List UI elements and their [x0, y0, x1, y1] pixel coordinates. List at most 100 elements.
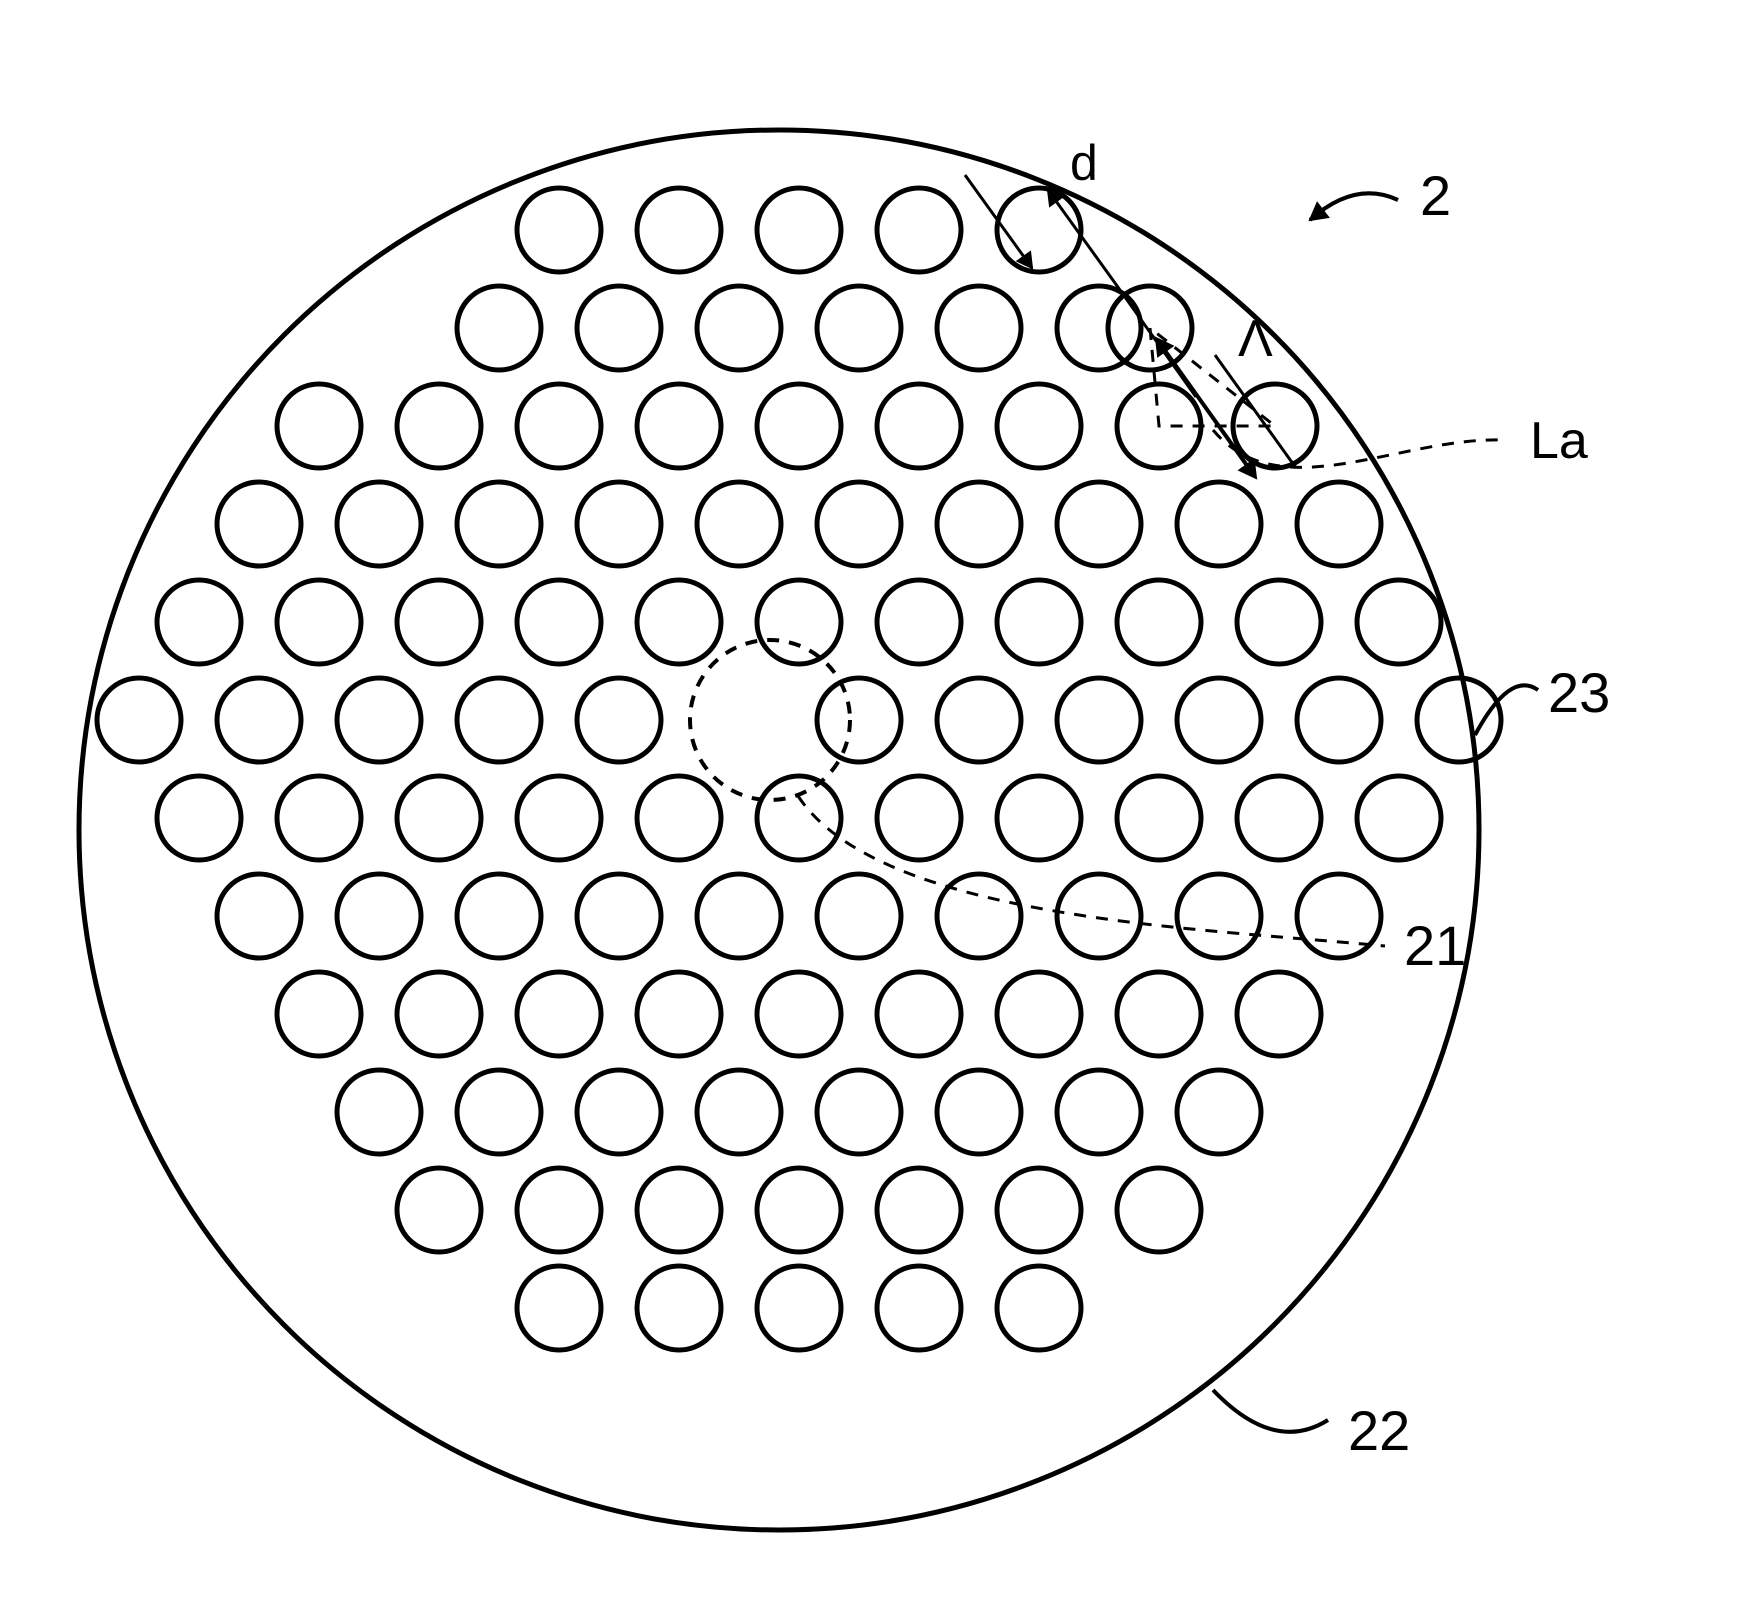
- air-hole: [637, 972, 721, 1056]
- air-hole: [937, 1070, 1021, 1154]
- air-hole: [577, 286, 661, 370]
- air-hole: [1177, 1070, 1261, 1154]
- air-hole: [997, 776, 1081, 860]
- callout-label: La: [1530, 412, 1588, 470]
- air-hole: [757, 188, 841, 272]
- air-hole: [637, 776, 721, 860]
- pcf-fiber-cross-section-diagram: d Λ 2 La 23 21 22: [0, 0, 1758, 1619]
- air-hole: [397, 776, 481, 860]
- air-hole: [997, 1266, 1081, 1350]
- air-hole: [1297, 482, 1381, 566]
- air-hole: [1057, 1070, 1141, 1154]
- air-hole: [337, 678, 421, 762]
- air-hole: [817, 286, 901, 370]
- air-hole: [817, 678, 901, 762]
- air-hole: [1177, 482, 1261, 566]
- air-hole: [457, 1070, 541, 1154]
- air-hole: [637, 1266, 721, 1350]
- air-hole: [397, 972, 481, 1056]
- air-hole: [997, 972, 1081, 1056]
- d-label: d: [1070, 135, 1098, 191]
- air-hole: [397, 580, 481, 664]
- air-hole: [877, 188, 961, 272]
- air-hole: [517, 384, 601, 468]
- air-hole: [817, 874, 901, 958]
- air-hole: [1177, 874, 1261, 958]
- air-hole: [697, 482, 781, 566]
- air-hole: [877, 776, 961, 860]
- air-hole: [757, 1168, 841, 1252]
- air-hole: [1237, 776, 1321, 860]
- air-hole: [457, 482, 541, 566]
- air-hole: [1057, 874, 1141, 958]
- callout-label: 21: [1404, 914, 1466, 977]
- air-hole: [937, 678, 1021, 762]
- air-hole: [817, 482, 901, 566]
- air-hole: [577, 874, 661, 958]
- air-hole: [517, 972, 601, 1056]
- air-hole: [1297, 678, 1381, 762]
- air-hole: [277, 972, 361, 1056]
- air-hole: [277, 776, 361, 860]
- air-hole: [157, 776, 241, 860]
- air-hole: [517, 1168, 601, 1252]
- callout-label: 2: [1420, 164, 1451, 227]
- air-hole: [457, 678, 541, 762]
- air-hole: [697, 286, 781, 370]
- air-hole: [757, 1266, 841, 1350]
- air-hole: [277, 384, 361, 468]
- air-hole: [637, 384, 721, 468]
- air-hole: [817, 1070, 901, 1154]
- lambda-tick: [1215, 355, 1296, 468]
- air-hole: [517, 580, 601, 664]
- air-hole: [997, 188, 1081, 272]
- air-hole: [997, 1168, 1081, 1252]
- air-hole: [997, 580, 1081, 664]
- air-hole: [1117, 1168, 1201, 1252]
- air-hole: [877, 580, 961, 664]
- air-hole: [577, 482, 661, 566]
- air-hole: [697, 874, 781, 958]
- air-hole: [877, 1168, 961, 1252]
- air-hole: [697, 1070, 781, 1154]
- air-hole: [397, 1168, 481, 1252]
- air-hole: [577, 678, 661, 762]
- leader-curve: [1475, 685, 1538, 735]
- air-hole: [757, 384, 841, 468]
- air-hole: [337, 1070, 421, 1154]
- air-hole: [1357, 776, 1441, 860]
- callout-label: 23: [1548, 661, 1610, 724]
- air-hole: [637, 188, 721, 272]
- air-hole: [757, 972, 841, 1056]
- air-hole: [937, 286, 1021, 370]
- air-hole: [1237, 580, 1321, 664]
- air-hole: [637, 1168, 721, 1252]
- air-hole: [97, 678, 181, 762]
- air-hole: [517, 188, 601, 272]
- air-hole: [757, 776, 841, 860]
- air-hole: [1417, 678, 1501, 762]
- air-hole: [577, 1070, 661, 1154]
- air-hole: [397, 384, 481, 468]
- air-hole: [337, 874, 421, 958]
- callout-label: 22: [1348, 1399, 1410, 1462]
- air-hole: [877, 384, 961, 468]
- air-hole: [877, 1266, 961, 1350]
- air-hole: [757, 580, 841, 664]
- air-hole: [517, 1266, 601, 1350]
- air-hole: [217, 678, 301, 762]
- air-hole: [997, 384, 1081, 468]
- air-hole-lattice: [97, 188, 1501, 1350]
- air-hole: [1117, 776, 1201, 860]
- air-hole: [877, 972, 961, 1056]
- air-hole: [277, 580, 361, 664]
- air-hole: [1237, 972, 1321, 1056]
- air-hole: [457, 874, 541, 958]
- leader-curve: [1213, 1390, 1328, 1432]
- air-hole: [457, 286, 541, 370]
- air-hole: [157, 580, 241, 664]
- lambda-label: Λ: [1238, 310, 1273, 368]
- air-hole: [337, 482, 421, 566]
- air-hole: [937, 482, 1021, 566]
- air-hole: [517, 776, 601, 860]
